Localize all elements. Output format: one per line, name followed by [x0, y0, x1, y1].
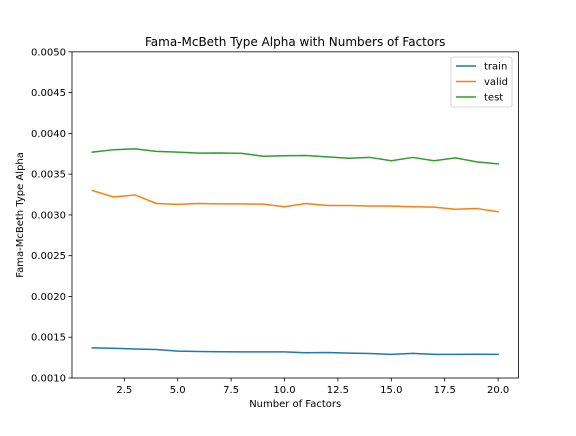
y-tick-label: 0.0020 — [31, 292, 66, 303]
legend-label-test: test — [484, 93, 503, 104]
series-line-train — [91, 347, 499, 356]
legend-label-valid: valid — [484, 77, 508, 88]
series-line-test — [91, 148, 499, 165]
x-tick-label: 10.0 — [273, 385, 295, 396]
x-tick-label: 5.0 — [170, 385, 186, 396]
y-tick-label: 0.0050 — [31, 47, 66, 58]
legend: train valid test — [450, 56, 513, 108]
y-tick-label: 0.0025 — [31, 251, 66, 262]
x-axis-label: Number of Factors — [249, 399, 341, 410]
y-tick-label: 0.0040 — [31, 129, 66, 140]
chart-title: Fama-McBeth Type Alpha with Numbers of F… — [145, 35, 445, 49]
x-tick-label: 20.0 — [487, 385, 509, 396]
y-axis: 0.0010 0.0015 0.0020 0.0025 0.0030 0.0035 0.00… — [31, 47, 72, 385]
y-tick-label: 0.0010 — [31, 374, 66, 385]
y-axis-label: Fama-McBeth Type Alpha — [15, 152, 26, 278]
y-tick-label: 0.0045 — [31, 88, 66, 99]
y-tick-label: 0.0030 — [31, 210, 66, 221]
x-tick-label: 15.0 — [380, 385, 402, 396]
legend-label-train: train — [484, 62, 507, 73]
series-line-valid — [91, 189, 499, 213]
x-tick-label: 2.5 — [116, 385, 132, 396]
x-tick-label: 17.5 — [434, 385, 456, 396]
y-tick-label: 0.0035 — [31, 170, 66, 181]
y-tick-label: 0.0015 — [31, 333, 66, 344]
series-layer — [91, 148, 499, 356]
x-tick-label: 12.5 — [327, 385, 349, 396]
x-tick-label: 7.5 — [223, 385, 239, 396]
x-axis: 2.5 5.0 7.5 10.0 12.5 15.0 17.5 20.0 — [116, 378, 509, 396]
legend-box — [450, 56, 513, 108]
